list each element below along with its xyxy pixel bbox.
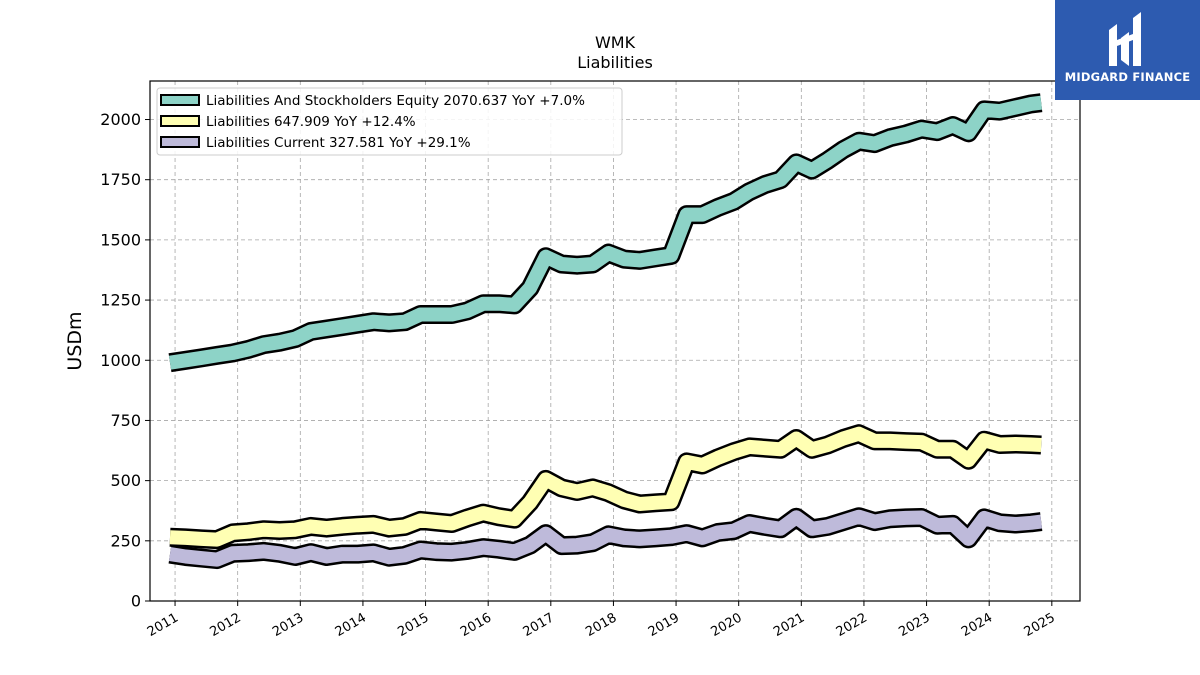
midgard-logo-icon xyxy=(1109,12,1141,66)
y-axis-label: USDm xyxy=(64,311,86,370)
y-tick-label: 0 xyxy=(131,592,141,611)
x-tick-label: 2019 xyxy=(646,610,682,640)
legend-label: Liabilities And Stockholders Equity 2070… xyxy=(206,93,585,109)
x-tick-label: 2023 xyxy=(896,610,932,640)
series-line-2 xyxy=(168,509,1043,567)
legend-swatch xyxy=(160,136,200,148)
series-line-0 xyxy=(168,95,1043,370)
legend-label: Liabilities 647.909 YoY +12.4% xyxy=(206,114,416,130)
x-tick-label: 2022 xyxy=(834,610,870,640)
x-tick-label: 2011 xyxy=(145,610,181,640)
y-tick-label: 1250 xyxy=(100,291,141,310)
x-tick-label: 2025 xyxy=(1022,610,1058,640)
x-tick-label: 2013 xyxy=(270,610,306,640)
x-tick-label: 2015 xyxy=(395,610,431,640)
y-tick-label: 500 xyxy=(110,471,141,490)
y-axis: 0 250 500 750 1000 1250 1500 1750 2000 xyxy=(100,110,150,611)
x-axis: 2011 2012 2013 2014 2015 2016 2017 2018 2019 2020… xyxy=(145,601,1058,640)
legend: Liabilities And Stockholders Equity 2070… xyxy=(156,87,623,156)
plot-frame xyxy=(149,80,1081,602)
y-tick-label: 2000 xyxy=(100,110,141,129)
brand-logo: MIDGARD FINANCE xyxy=(1055,0,1200,100)
chart-subtitle: Liabilities xyxy=(577,53,653,72)
legend-swatch xyxy=(160,115,200,127)
x-tick-label: 2018 xyxy=(583,610,619,640)
x-tick-label: 2021 xyxy=(771,610,807,640)
series-layer xyxy=(168,93,1043,570)
legend-swatch xyxy=(160,94,200,106)
x-tick-label: 2014 xyxy=(333,610,369,640)
x-tick-label: 2020 xyxy=(709,610,745,640)
x-tick-label: 2012 xyxy=(208,610,244,640)
y-tick-label: 750 xyxy=(110,411,141,430)
x-tick-label: 2017 xyxy=(521,610,557,640)
legend-box xyxy=(156,87,623,156)
y-tick-label: 1500 xyxy=(100,230,141,249)
y-tick-label: 1750 xyxy=(100,170,141,189)
y-tick-label: 1000 xyxy=(100,351,141,370)
y-tick-label: 250 xyxy=(110,531,141,550)
x-tick-label: 2024 xyxy=(959,610,995,640)
logo-text: MIDGARD FINANCE xyxy=(1064,70,1191,84)
x-tick-label: 2016 xyxy=(458,610,494,640)
chart-title: WMK xyxy=(595,33,636,52)
legend-label: Liabilities Current 327.581 YoY +29.1% xyxy=(206,135,471,151)
series-line-1 xyxy=(169,426,1042,547)
